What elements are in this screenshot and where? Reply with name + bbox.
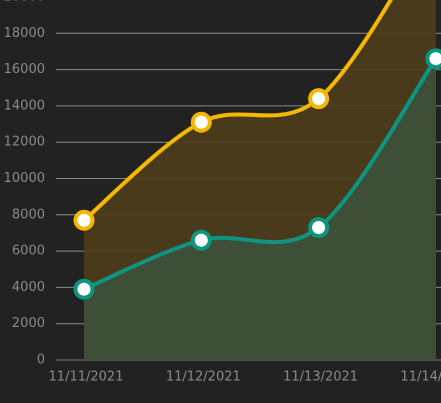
y-tick-label: 2000 [12, 316, 45, 331]
x-tick-label: 11/12/2021 [166, 370, 241, 385]
point [73, 278, 95, 300]
x-tick-label: 11/13/2021 [283, 370, 358, 385]
point [425, 48, 441, 70]
y-tick-label: 18000 [4, 26, 45, 41]
point [308, 88, 330, 110]
y-tick-label: 0 [37, 353, 45, 368]
point [73, 209, 95, 231]
y-tick-label: 16000 [4, 62, 45, 77]
y-tick-label: 12000 [4, 135, 45, 150]
point [190, 111, 212, 133]
line [82, 0, 394, 222]
y-tick-label: 14000 [4, 98, 45, 113]
y-tick-label: 4000 [12, 280, 45, 295]
area [84, 58, 436, 361]
x-tick-label: 11/11/2021 [49, 370, 124, 385]
line [83, 57, 438, 292]
y-tick-label: 20000 [4, 0, 45, 5]
point [308, 217, 330, 239]
y-tick-label: 6000 [12, 244, 45, 259]
point [190, 229, 212, 251]
y-tick-label: 10000 [4, 171, 45, 186]
y-tick-label: 8000 [12, 207, 45, 222]
x-tick-label: 11/14/2021 [400, 370, 441, 385]
